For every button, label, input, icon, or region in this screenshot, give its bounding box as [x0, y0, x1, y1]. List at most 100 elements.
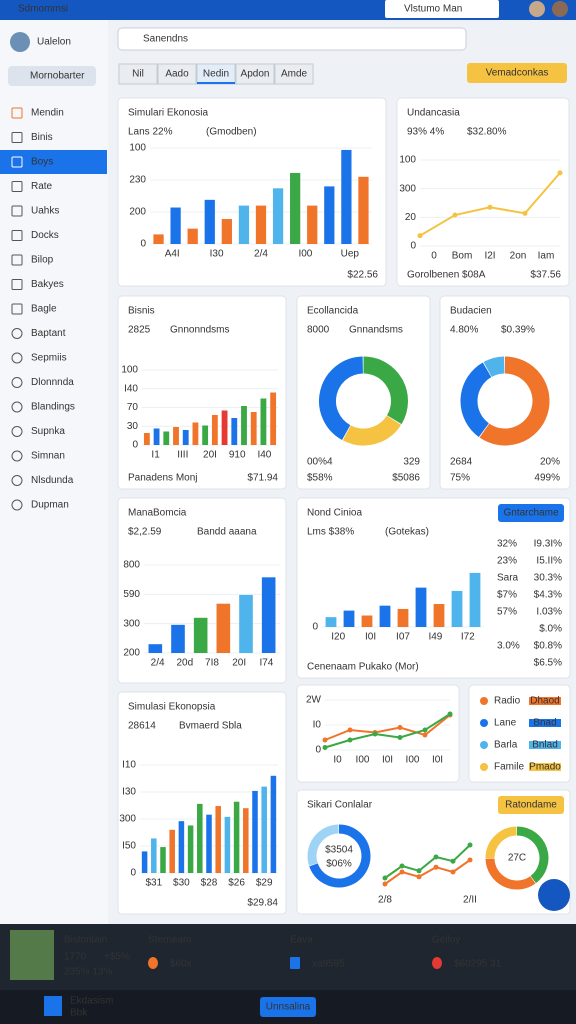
tab-label[interactable]: Nil	[132, 69, 144, 80]
row-label: 23%	[497, 556, 517, 567]
card-footer: $29.84	[247, 898, 278, 909]
point	[522, 210, 528, 216]
row-value: $6.5%	[534, 658, 562, 669]
tab[interactable]	[274, 63, 314, 85]
action-button[interactable]	[467, 63, 567, 83]
y-tick-label: 300	[399, 183, 416, 194]
x-tick-label: I49	[428, 632, 442, 643]
nav-item[interactable]: Binis	[31, 132, 53, 143]
point	[399, 863, 405, 869]
legend-label: Lane	[494, 718, 517, 729]
profile-photo	[10, 930, 54, 980]
nav-item[interactable]: Dupman	[31, 500, 69, 511]
card-title: Bisnis	[128, 306, 155, 317]
nav-item[interactable]: Rate	[31, 181, 53, 192]
filter[interactable]	[8, 66, 96, 86]
tab[interactable]	[235, 63, 275, 85]
nav-item[interactable]: Bagle	[31, 304, 57, 315]
x-tick-label: I0	[333, 755, 342, 766]
card-button-label[interactable]: Gntarchame	[503, 508, 558, 519]
card-note: (Gmodben)	[206, 127, 257, 138]
card-button[interactable]	[498, 504, 564, 522]
nav-item[interactable]: Bilop	[31, 255, 54, 266]
account-box[interactable]	[385, 0, 499, 18]
nav-sub: Bbk	[70, 1008, 88, 1019]
nav-item[interactable]: Mendin	[31, 108, 64, 119]
nav-item[interactable]: Bakyes	[31, 279, 64, 290]
y-tick-label: 100	[121, 365, 138, 376]
bar	[170, 207, 181, 244]
bar	[153, 428, 160, 445]
tab-label[interactable]: Aado	[165, 69, 189, 80]
nav-item[interactable]: Uahks	[31, 206, 59, 217]
nav-icon	[11, 450, 23, 462]
nav-item[interactable]: Boys	[31, 157, 53, 168]
row-value: $.0%	[539, 624, 562, 635]
y-tick-label: 0	[315, 745, 321, 756]
search[interactable]	[117, 27, 467, 51]
x-tick-label: I00	[356, 755, 370, 766]
bar	[204, 199, 215, 244]
donut-segment	[516, 826, 549, 884]
y-tick-label: 100	[399, 155, 416, 166]
nav-item[interactable]: Simnan	[31, 451, 65, 462]
x-tick-label: Bom	[452, 251, 473, 262]
nav-button-label[interactable]: Unnsalina	[266, 1002, 311, 1013]
bar	[238, 205, 250, 244]
nav-icon	[11, 230, 23, 241]
nav-item[interactable]: Supnka	[31, 426, 65, 437]
x-tick-label: I30	[210, 249, 224, 260]
line	[384, 859, 471, 885]
nav-button[interactable]	[260, 997, 316, 1017]
card-footer: Cenenaam Pukako (Mor)	[307, 662, 419, 673]
card-button[interactable]	[498, 796, 564, 814]
nav-item[interactable]: Baptant	[31, 328, 66, 339]
nav-item[interactable]: Nlsdunda	[31, 475, 74, 486]
bar	[415, 587, 427, 627]
nav-item[interactable]: Dlonnnda	[31, 377, 74, 388]
donut-segment	[460, 362, 492, 437]
card-footer: 75%	[450, 473, 470, 484]
point	[416, 868, 422, 874]
nav-item[interactable]: Sepmiis	[31, 353, 67, 364]
row-label: Sara	[497, 573, 519, 584]
point	[382, 875, 388, 881]
point	[347, 727, 353, 733]
row-value: 30.3%	[534, 573, 562, 584]
point	[557, 170, 563, 176]
tab[interactable]	[157, 63, 197, 85]
legend-tag-label: Dhaod	[530, 696, 559, 707]
donut-segment	[483, 356, 505, 378]
profile-sub: 235% 13%	[64, 967, 112, 978]
y-tick-label: 200	[129, 207, 146, 218]
card-button-label[interactable]: Ratondame	[505, 800, 557, 811]
y-tick-label: I0	[313, 720, 322, 731]
x-tick-label: I00	[298, 249, 312, 260]
action-label[interactable]: Vemadconkas	[486, 68, 549, 79]
tab[interactable]	[118, 63, 158, 85]
bar	[163, 431, 170, 445]
avatar	[529, 1, 545, 17]
card-note: Bandd aaana	[197, 527, 257, 538]
nav-item[interactable]: Docks	[31, 230, 59, 241]
point	[452, 212, 458, 218]
card	[296, 295, 431, 490]
card	[468, 684, 571, 783]
bar	[397, 608, 409, 627]
y-tick-label: 0	[130, 868, 136, 879]
card-title: Nond Cinioa	[307, 508, 362, 519]
nav-item[interactable]: Blandings	[31, 402, 75, 413]
chat-button[interactable]	[538, 879, 570, 911]
card	[296, 497, 571, 679]
card-footer: Panadens Monj	[128, 473, 198, 484]
x-tick-label: 7I8	[205, 658, 219, 669]
tab-underline	[197, 82, 235, 84]
nav-icon	[11, 328, 23, 339]
tab-label[interactable]: Apdon	[241, 69, 270, 80]
card-title: Simulari Ekonosia	[128, 108, 208, 119]
nav-active	[0, 150, 107, 174]
tab-label[interactable]: Amde	[281, 69, 308, 80]
tab-label[interactable]: Nedin	[203, 69, 229, 80]
bar	[151, 838, 157, 873]
line	[324, 713, 451, 749]
